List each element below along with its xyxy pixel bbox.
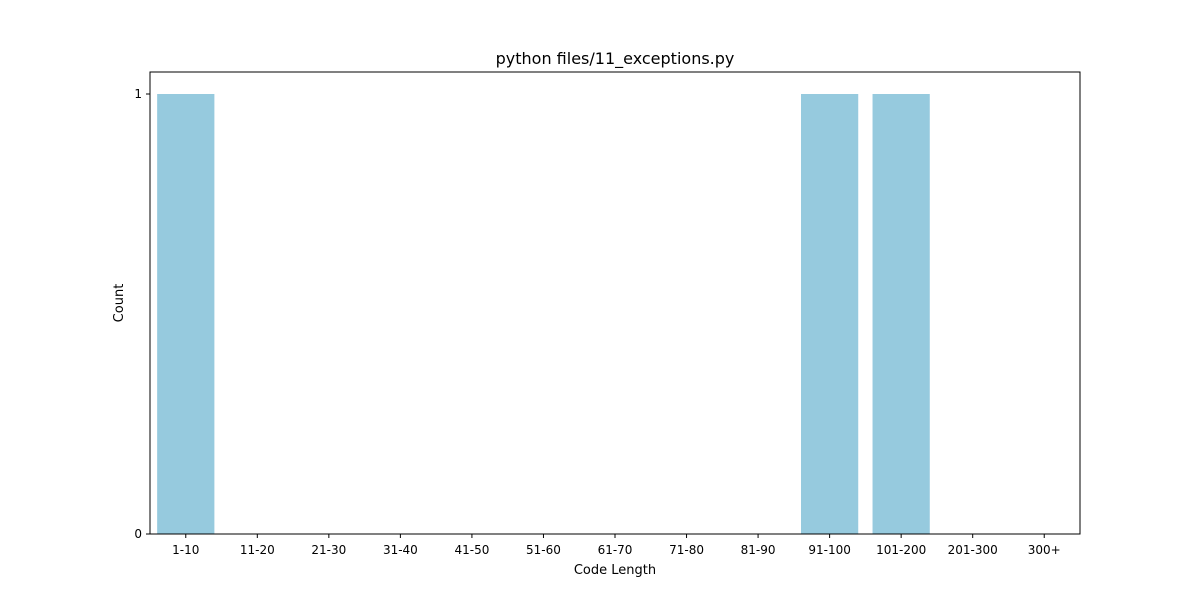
x-tick-label: 81-90 bbox=[741, 543, 776, 557]
x-tick-label: 71-80 bbox=[669, 543, 704, 557]
bar-91-100 bbox=[801, 94, 859, 534]
x-tick-label: 300+ bbox=[1028, 543, 1061, 557]
x-tick-label: 201-300 bbox=[948, 543, 998, 557]
bars-group bbox=[157, 94, 930, 534]
x-tick-label: 101-200 bbox=[876, 543, 926, 557]
x-tick-label: 41-50 bbox=[454, 543, 489, 557]
bar-101-200 bbox=[872, 94, 930, 534]
x-axis-label: Code Length bbox=[574, 563, 656, 578]
x-tick-label: 61-70 bbox=[598, 543, 633, 557]
x-tick-label: 11-20 bbox=[240, 543, 275, 557]
x-tick-label: 51-60 bbox=[526, 543, 561, 557]
bar-1-10 bbox=[157, 94, 215, 534]
x-axis: 1-10 11-20 21-30 31-40 41-50 51-60 61-70 71-80 8… bbox=[172, 534, 1061, 557]
y-axis: 01 bbox=[134, 87, 150, 541]
x-tick-label: 91-100 bbox=[808, 543, 851, 557]
y-tick-label: 1 bbox=[134, 87, 142, 101]
y-tick-label: 0 bbox=[134, 527, 142, 541]
x-tick-label: 21-30 bbox=[311, 543, 346, 557]
x-tick-label: 31-40 bbox=[383, 543, 418, 557]
x-tick-label: 1-10 bbox=[172, 543, 199, 557]
plot-frame bbox=[149, 71, 1081, 535]
chart-title: python files/11_exceptions.py bbox=[496, 49, 735, 69]
y-axis-label: Count bbox=[112, 284, 127, 323]
